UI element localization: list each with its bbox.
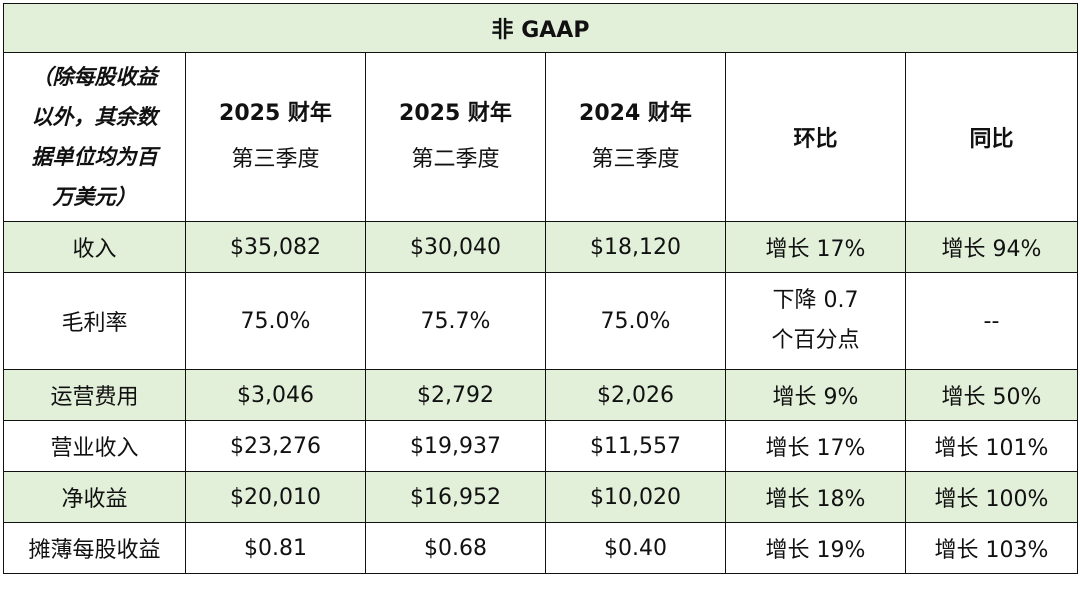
table-row-gross-margin: 毛利率 75.0% 75.7% 75.0% 下降 0.7 个百分点 -- bbox=[3, 272, 1078, 370]
table-title: 非 GAAP bbox=[3, 3, 1078, 53]
column-header-fy25q3: 2025 财年 第三季度 bbox=[185, 52, 366, 222]
cell-qoq: 增长 17% bbox=[725, 221, 906, 273]
cell-yoy: 增长 101% bbox=[905, 420, 1078, 472]
cell-qoq-line: 个百分点 bbox=[771, 328, 860, 353]
cell-qoq-line: 下降 0.7 bbox=[772, 288, 859, 313]
table-row-diluted-eps: 摊薄每股收益 $0.81 $0.68 $0.40 增长 19% 增长 103% bbox=[3, 522, 1078, 574]
cell-yoy: 增长 103% bbox=[905, 522, 1078, 574]
table-row-net-income: 净收益 $20,010 $16,952 $10,020 增长 18% 增长 10… bbox=[3, 471, 1078, 523]
unit-note-line: （除每股收益 bbox=[31, 65, 158, 89]
cell-yoy: 增长 100% bbox=[905, 471, 1078, 523]
financial-table-container: 非 GAAP （除每股收益 以外，其余数 据单位均为百 万美元） 2025 财年… bbox=[3, 3, 1078, 574]
cell-qoq: 增长 19% bbox=[725, 522, 906, 574]
column-header-fy24q3: 2024 财年 第三季度 bbox=[545, 52, 726, 222]
cell-value: $2,026 bbox=[545, 369, 726, 421]
unit-note-line: 万美元） bbox=[52, 185, 137, 209]
cell-value: $10,020 bbox=[545, 471, 726, 523]
cell-value: $16,952 bbox=[365, 471, 546, 523]
cell-qoq: 下降 0.7 个百分点 bbox=[725, 272, 906, 370]
row-label: 收入 bbox=[3, 221, 186, 273]
cell-qoq: 增长 17% bbox=[725, 420, 906, 472]
table-row-operating-income: 营业收入 $23,276 $19,937 $11,557 增长 17% 增长 1… bbox=[3, 420, 1078, 472]
cell-value: 75.0% bbox=[545, 272, 726, 370]
cell-yoy: 增长 94% bbox=[905, 221, 1078, 273]
cell-value: $35,082 bbox=[185, 221, 366, 273]
row-label: 毛利率 bbox=[3, 272, 186, 370]
cell-value: $2,792 bbox=[365, 369, 546, 421]
column-header-line: 2025 财年 bbox=[399, 101, 512, 126]
cell-value: $18,120 bbox=[545, 221, 726, 273]
cell-value: $30,040 bbox=[365, 221, 546, 273]
row-label: 营业收入 bbox=[3, 420, 186, 472]
header-row: （除每股收益 以外，其余数 据单位均为百 万美元） 2025 财年 第三季度 2… bbox=[3, 52, 1078, 222]
cell-value: $0.68 bbox=[365, 522, 546, 574]
cell-value: $23,276 bbox=[185, 420, 366, 472]
row-label: 运营费用 bbox=[3, 369, 186, 421]
cell-value: $19,937 bbox=[365, 420, 546, 472]
cell-value: $3,046 bbox=[185, 369, 366, 421]
column-header-yoy: 同比 bbox=[905, 52, 1078, 222]
cell-qoq: 增长 18% bbox=[725, 471, 906, 523]
column-header-line: 第二季度 bbox=[411, 147, 500, 172]
row-label: 摊薄每股收益 bbox=[3, 522, 186, 574]
column-header-line: 2024 财年 bbox=[579, 101, 692, 126]
cell-value: $0.40 bbox=[545, 522, 726, 574]
cell-value: 75.7% bbox=[365, 272, 546, 370]
table-row-revenue: 收入 $35,082 $30,040 $18,120 增长 17% 增长 94% bbox=[3, 221, 1078, 273]
non-gaap-table: 非 GAAP （除每股收益 以外，其余数 据单位均为百 万美元） 2025 财年… bbox=[3, 3, 1078, 574]
unit-note: （除每股收益 以外，其余数 据单位均为百 万美元） bbox=[3, 52, 186, 222]
column-header-line: 第三季度 bbox=[591, 147, 680, 172]
cell-value: 75.0% bbox=[185, 272, 366, 370]
unit-note-line: 据单位均为百 bbox=[31, 145, 158, 169]
unit-note-line: 以外，其余数 bbox=[31, 105, 158, 129]
cell-yoy: 增长 50% bbox=[905, 369, 1078, 421]
cell-value: $11,557 bbox=[545, 420, 726, 472]
column-header-fy25q2: 2025 财年 第二季度 bbox=[365, 52, 546, 222]
cell-qoq: 增长 9% bbox=[725, 369, 906, 421]
cell-value: $0.81 bbox=[185, 522, 366, 574]
column-header-line: 2025 财年 bbox=[219, 101, 332, 126]
cell-yoy: -- bbox=[905, 272, 1078, 370]
column-header-line: 第三季度 bbox=[231, 147, 320, 172]
cell-value: $20,010 bbox=[185, 471, 366, 523]
row-label: 净收益 bbox=[3, 471, 186, 523]
table-row-operating-expenses: 运营费用 $3,046 $2,792 $2,026 增长 9% 增长 50% bbox=[3, 369, 1078, 421]
column-header-qoq: 环比 bbox=[725, 52, 906, 222]
